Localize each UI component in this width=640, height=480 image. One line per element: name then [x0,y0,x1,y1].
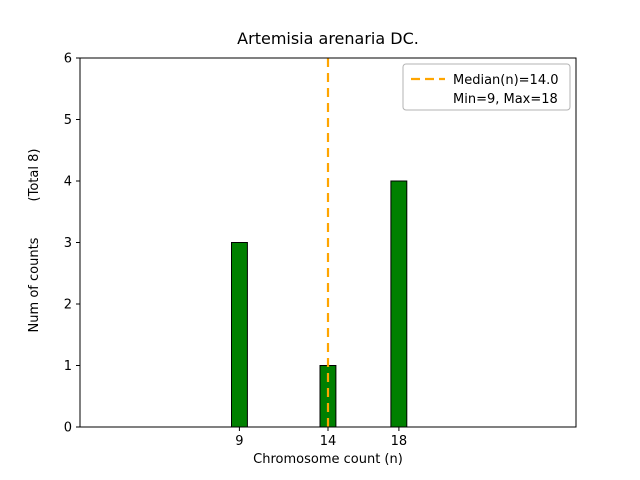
axis-ticks-layer: 0 1 2 3 4 5 6 9 14 18 [64,52,407,450]
legend-frame [402,63,571,111]
y-tick-label: 1 [64,359,72,374]
x-axis-label: Chromosome count (n) [253,452,403,467]
x-tick-label: 14 [320,434,337,449]
y-tick-label: 2 [64,298,72,313]
x-tick-label: 9 [235,434,243,449]
legend: Median(n)=14.0 Min=9, Max=18 [402,63,571,111]
legend-entry-median: Median(n)=14.0 [453,73,559,88]
chart-title: Artemisia arenaria DC. [237,29,419,48]
y-tick-label: 3 [64,236,72,251]
y-tick-label: 6 [64,52,72,67]
y-axis-label: Num of counts [27,237,42,332]
legend-entry-minmax: Min=9, Max=18 [453,92,558,107]
bar [390,180,408,428]
y-tick-label: 4 [64,175,72,190]
x-tick-label: 18 [391,434,408,449]
y-tick-label: 5 [64,113,72,128]
bar [231,242,248,428]
y-tick-label: 0 [64,421,72,436]
plot-border [79,57,577,428]
y-axis-total-label: (Total 8) [27,149,42,202]
bars-layer [231,180,408,428]
